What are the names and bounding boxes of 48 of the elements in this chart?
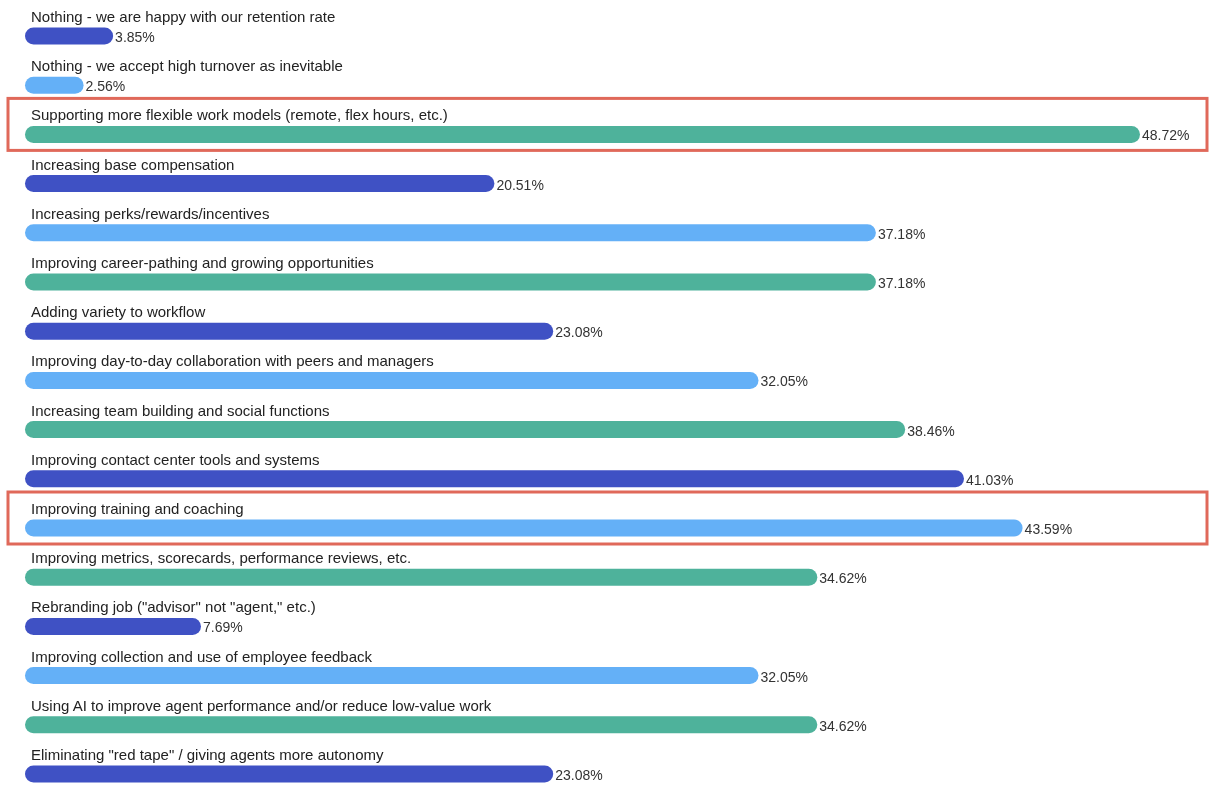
bar: [25, 765, 554, 783]
bar: [25, 322, 554, 340]
y-tick-label: Increasing base compensation: [31, 155, 235, 173]
y-tick-label: Improving collection and use of employee feedback: [31, 647, 373, 665]
bar: [25, 421, 906, 439]
y-tick-label: Improving training and coaching: [31, 500, 244, 517]
bar: [25, 224, 876, 242]
data-label: 23.08%: [555, 324, 603, 341]
y-tick-label: Eliminating "red tape" / giving agents more autonomy: [31, 746, 385, 763]
data-label: 3.85%: [115, 29, 155, 45]
y-tick-label: Improving career-pathing and growing opportunities: [31, 254, 374, 271]
y-tick-label: Improving metrics, scorecards, performance reviews, etc.: [31, 549, 412, 567]
y-tick-label: Nothing - we accept high turnover as inevitable: [31, 57, 343, 75]
bar: [25, 273, 876, 291]
data-label: 34.62%: [819, 717, 867, 734]
bar: [25, 519, 1023, 537]
bar: [25, 716, 818, 734]
data-label: 37.18%: [877, 225, 926, 242]
data-label: 41.03%: [966, 471, 1014, 488]
data-label: 32.05%: [760, 668, 808, 685]
y-tick-label: Using AI to improve agent performance and/or reduce low-value work: [31, 696, 492, 714]
bar: [25, 371, 759, 389]
bar: [25, 667, 759, 685]
bar: [25, 125, 1140, 143]
y-tick-label: Rebranding job ("advisor" not "agent," etc.): [31, 598, 316, 616]
data-label: 2.56%: [85, 78, 126, 95]
data-label: 38.46%: [907, 422, 955, 439]
y-tick-label: Improving day-to-day collaboration with peers and managers: [31, 352, 434, 370]
data-label: 48.72%: [1142, 127, 1190, 144]
data-label: 37.18%: [877, 275, 926, 291]
bar: [25, 617, 201, 635]
y-tick-label: Supporting more flexible work models (remote, flex hours, etc.): [31, 106, 448, 124]
data-label: 43.59%: [1024, 521, 1073, 537]
y-tick-label: Increasing team building and social functions: [31, 401, 330, 419]
bar: [25, 175, 495, 193]
data-label: 20.51%: [496, 176, 544, 193]
data-label: 23.08%: [555, 767, 603, 783]
data-label: 32.05%: [760, 373, 808, 390]
bar: [25, 27, 114, 45]
bar: [25, 470, 965, 488]
y-tick-label: Increasing perks/rewards/incentives: [31, 204, 270, 222]
bar: [25, 76, 84, 94]
y-tick-label: Adding variety to workflow: [31, 303, 206, 321]
data-label: 34.62%: [819, 570, 867, 587]
data-label: 7.69%: [202, 619, 243, 636]
y-tick-label: Nothing - we are happy with our retention rate: [31, 8, 336, 25]
bar: [25, 568, 818, 586]
y-tick-label: Improving contact center tools and systems: [31, 450, 320, 468]
